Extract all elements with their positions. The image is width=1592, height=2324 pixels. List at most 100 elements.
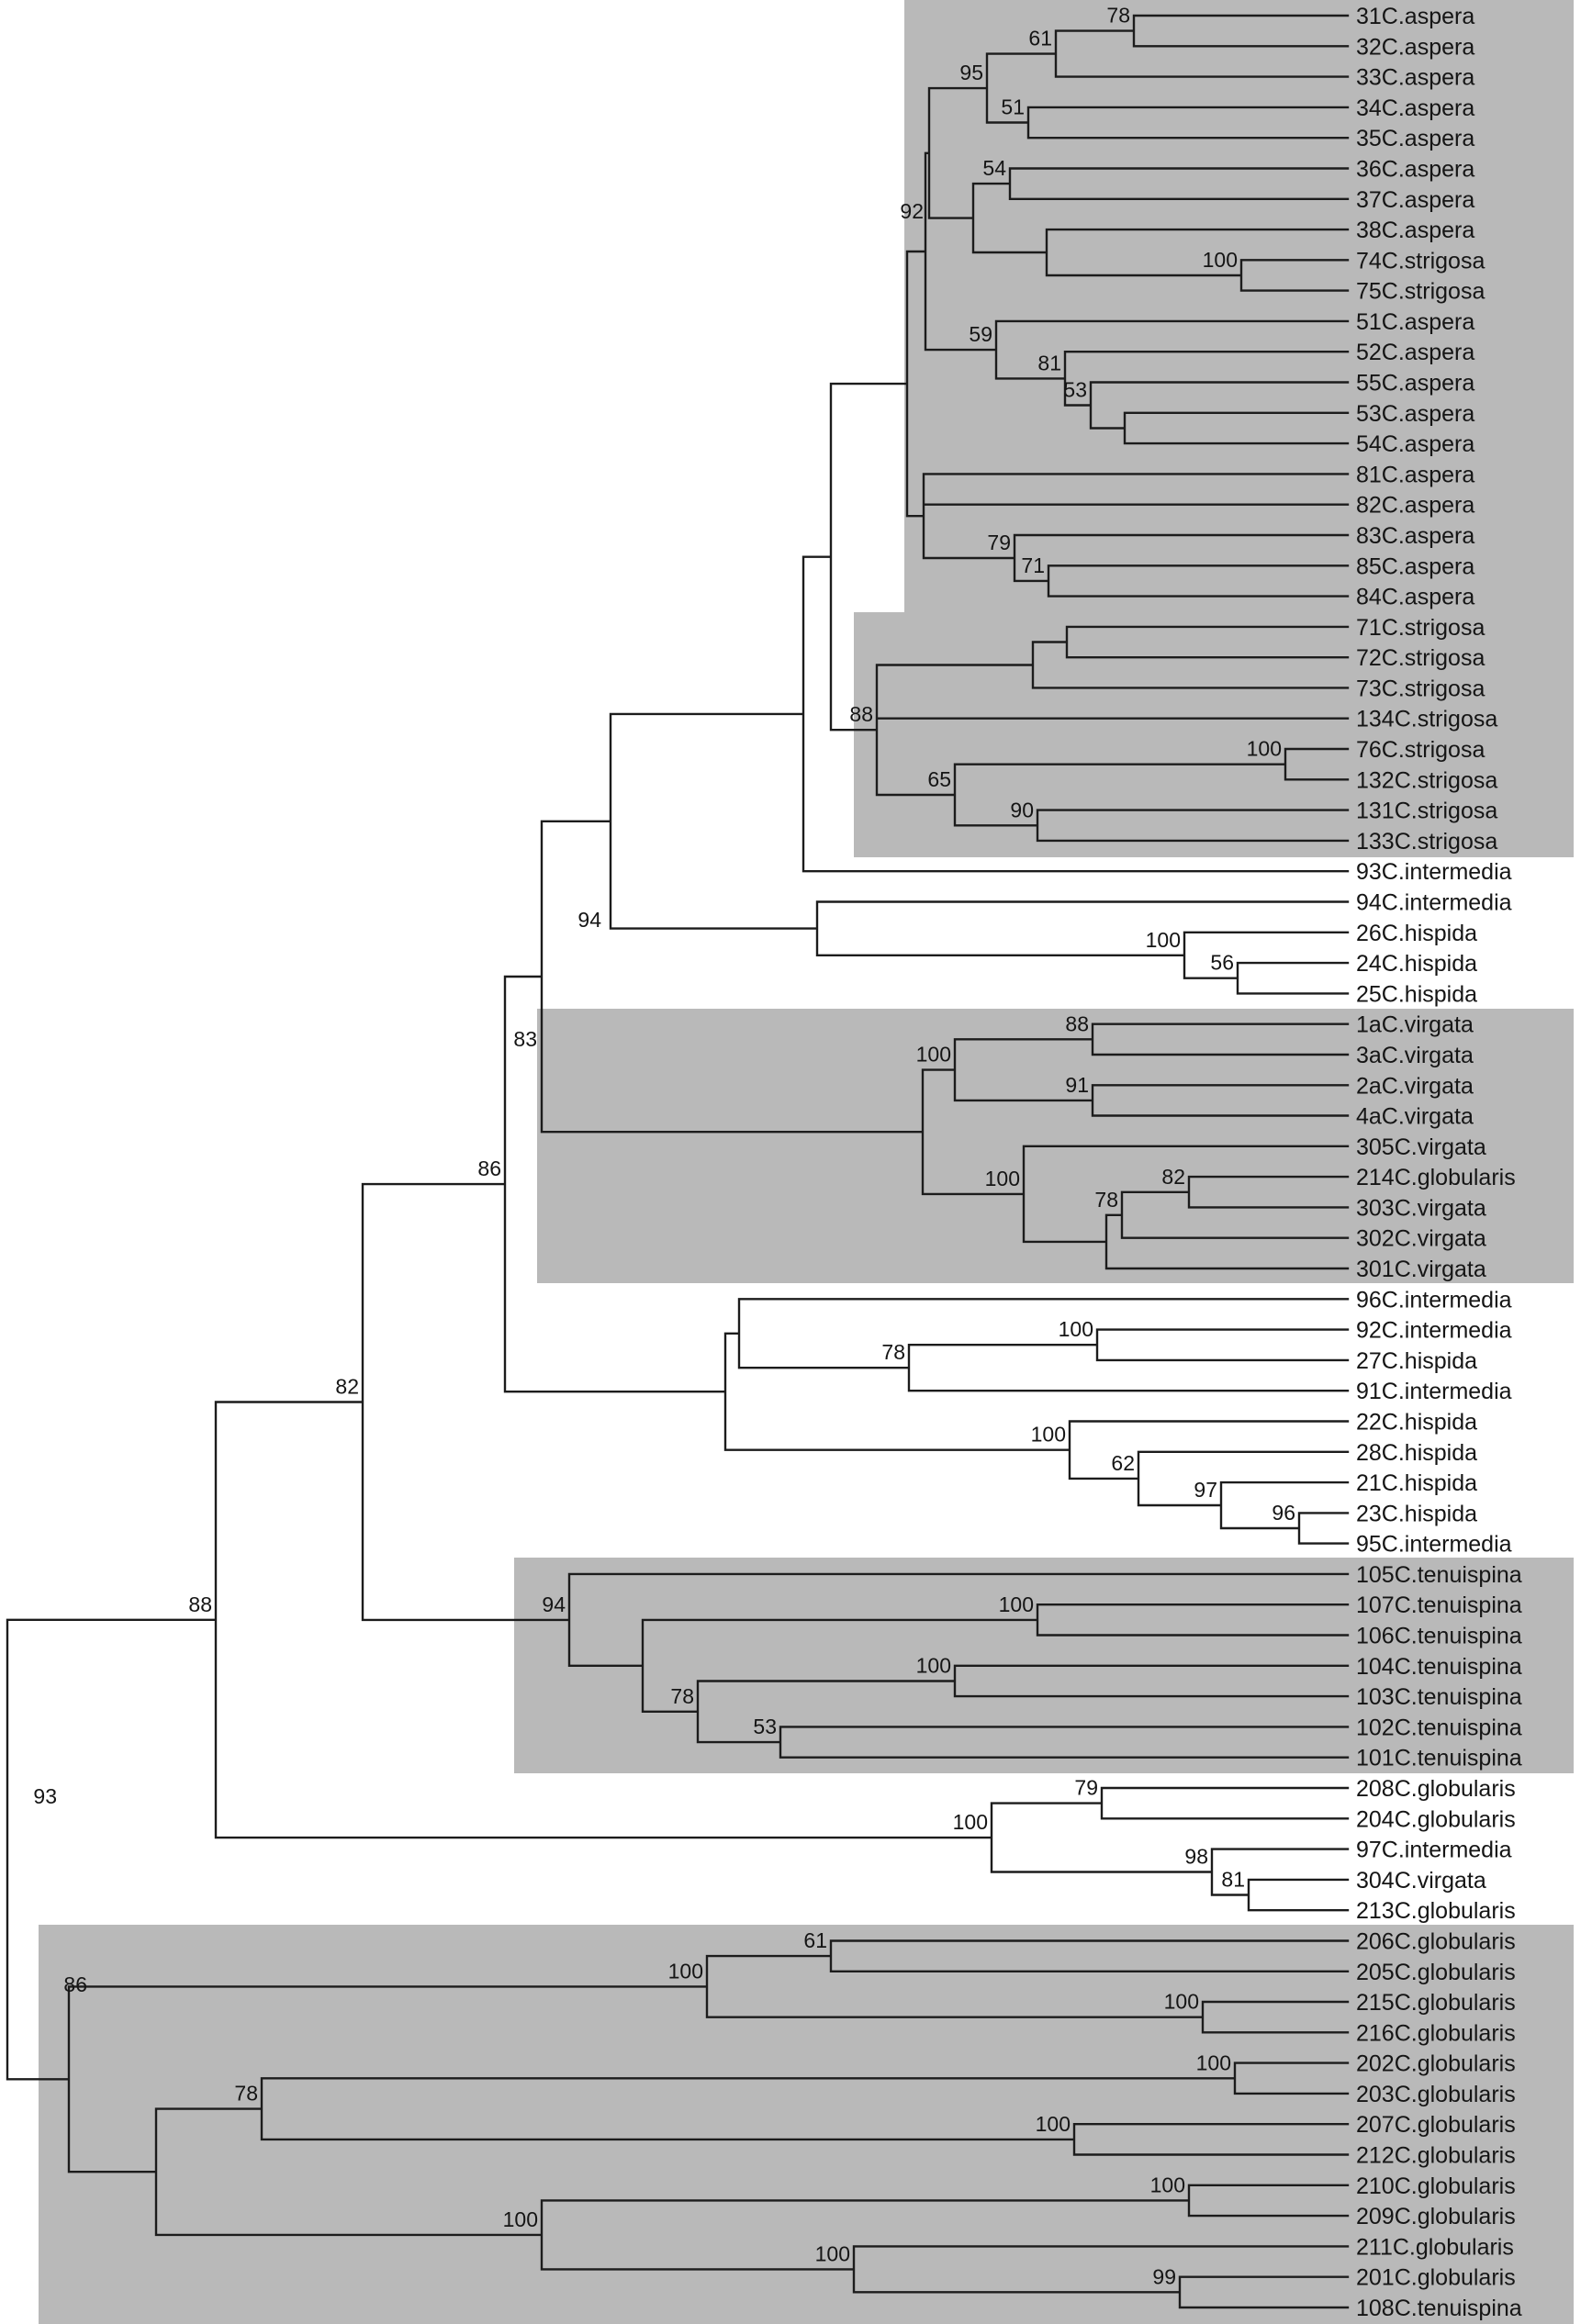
taxon-label: 31C.aspera — [1356, 4, 1474, 29]
bootstrap-value: 54 — [982, 156, 1006, 180]
taxon-label: 95C.intermedia — [1356, 1532, 1512, 1558]
taxon-label: 4aC.virgata — [1356, 1104, 1474, 1130]
taxon-label: 134C.strigosa — [1356, 707, 1497, 732]
bootstrap-value: 61 — [803, 1928, 827, 1952]
bootstrap-value: 100 — [1196, 2050, 1231, 2074]
taxon-label: 2aC.virgata — [1356, 1073, 1474, 1099]
bootstrap-value: 94 — [577, 908, 601, 932]
bootstrap-value: 88 — [1065, 1011, 1089, 1035]
bootstrap-value: 94 — [542, 1592, 566, 1616]
taxon-label: 71C.strigosa — [1356, 615, 1485, 641]
taxon-label: 209C.globularis — [1356, 2204, 1516, 2229]
taxon-label: 34C.aspera — [1356, 95, 1474, 121]
taxon-label: 215C.globularis — [1356, 1990, 1516, 2016]
bootstrap-value: 62 — [1111, 1451, 1135, 1475]
taxon-label: 83C.aspera — [1356, 523, 1474, 549]
taxon-label: 26C.hispida — [1356, 921, 1477, 946]
taxon-label: 33C.aspera — [1356, 65, 1474, 91]
bootstrap-value: 96 — [1272, 1501, 1295, 1525]
taxon-label: 35C.aspera — [1356, 126, 1474, 151]
taxon-label: 51C.aspera — [1356, 309, 1474, 335]
taxon-label: 32C.aspera — [1356, 34, 1474, 60]
bootstrap-value: 100 — [985, 1167, 1020, 1190]
taxon-label: 97C.intermedia — [1356, 1838, 1512, 1863]
taxon-label: 304C.virgata — [1356, 1868, 1486, 1894]
bootstrap-value: 97 — [1194, 1478, 1217, 1502]
taxon-label: 54C.aspera — [1356, 431, 1474, 457]
bootstrap-value: 53 — [1063, 377, 1087, 401]
taxon-label: 27C.hispida — [1356, 1348, 1477, 1374]
taxon-label: 76C.strigosa — [1356, 737, 1485, 763]
taxon-label: 201C.globularis — [1356, 2265, 1516, 2291]
bootstrap-value: 100 — [916, 1653, 951, 1677]
bootstrap-value: 100 — [916, 1043, 951, 1067]
taxon-label: 106C.tenuispina — [1356, 1624, 1522, 1649]
bootstrap-value: 100 — [1059, 1317, 1093, 1341]
taxon-label: 105C.tenuispina — [1356, 1562, 1522, 1588]
taxon-label: 301C.virgata — [1356, 1257, 1486, 1282]
taxon-label: 94C.intermedia — [1356, 889, 1512, 915]
taxon-label: 214C.globularis — [1356, 1165, 1516, 1190]
bootstrap-value: 61 — [1028, 27, 1052, 50]
clade-highlight-box-strigosa-clade — [854, 612, 1574, 857]
taxon-label: 91C.intermedia — [1356, 1379, 1512, 1404]
bootstrap-value: 82 — [1161, 1165, 1185, 1189]
taxon-label: 206C.globularis — [1356, 1928, 1516, 1954]
bootstrap-value: 65 — [927, 767, 951, 791]
bootstrap-value: 79 — [987, 531, 1011, 554]
taxon-label: 73C.strigosa — [1356, 676, 1485, 701]
taxon-label: 85C.aspera — [1356, 553, 1474, 579]
bootstrap-value: 79 — [1074, 1776, 1098, 1800]
taxon-label: 211C.globularis — [1356, 2234, 1514, 2260]
bootstrap-value: 78 — [234, 2082, 258, 2106]
bootstrap-value: 92 — [900, 199, 924, 223]
bootstrap-value: 100 — [503, 2207, 538, 2231]
bootstrap-value: 81 — [1037, 351, 1061, 374]
bootstrap-value: 100 — [1031, 1423, 1066, 1447]
taxon-label: 36C.aspera — [1356, 156, 1474, 182]
taxon-label: 132C.strigosa — [1356, 767, 1497, 793]
taxon-label: 24C.hispida — [1356, 951, 1477, 977]
taxon-label: 102C.tenuispina — [1356, 1715, 1522, 1740]
bootstrap-value: 100 — [1150, 2173, 1185, 2196]
taxon-label: 38C.aspera — [1356, 218, 1474, 243]
bootstrap-value: 100 — [999, 1592, 1034, 1616]
taxon-label: 305C.virgata — [1356, 1134, 1486, 1160]
bootstrap-value: 93 — [33, 1784, 57, 1808]
bootstrap-value: 53 — [753, 1715, 777, 1738]
taxon-label: 212C.globularis — [1356, 2143, 1516, 2169]
taxon-label: 93C.intermedia — [1356, 859, 1512, 885]
clade-highlight-box-aspera-clade — [904, 0, 1574, 612]
bootstrap-value: 100 — [668, 1959, 703, 1983]
bootstrap-value: 81 — [1221, 1868, 1245, 1892]
taxon-label: 213C.globularis — [1356, 1898, 1516, 1924]
taxon-label: 25C.hispida — [1356, 981, 1477, 1007]
taxon-label: 55C.aspera — [1356, 371, 1474, 397]
taxon-label: 108C.tenuispina — [1356, 2296, 1522, 2321]
bootstrap-value: 78 — [881, 1340, 905, 1364]
taxon-label: 53C.aspera — [1356, 401, 1474, 427]
bootstrap-value: 78 — [1106, 4, 1130, 28]
bootstrap-value: 71 — [1021, 553, 1045, 577]
taxon-label: 23C.hispida — [1356, 1501, 1477, 1526]
taxon-label: 3aC.virgata — [1356, 1043, 1474, 1068]
bootstrap-value: 100 — [1146, 928, 1181, 952]
taxon-label: 22C.hispida — [1356, 1409, 1477, 1435]
taxon-label: 202C.globularis — [1356, 2051, 1516, 2077]
taxon-label: 92C.intermedia — [1356, 1318, 1512, 1344]
taxon-label: 210C.globularis — [1356, 2173, 1516, 2199]
bootstrap-value: 88 — [188, 1592, 212, 1616]
taxon-label: 103C.tenuispina — [1356, 1684, 1522, 1710]
taxon-label: 302C.virgata — [1356, 1226, 1486, 1252]
taxon-label: 107C.tenuispina — [1356, 1592, 1522, 1618]
taxon-label: 205C.globularis — [1356, 1960, 1516, 1985]
bootstrap-value: 99 — [1152, 2264, 1176, 2288]
bootstrap-value: 90 — [1010, 798, 1034, 821]
bootstrap-value: 91 — [1065, 1073, 1089, 1097]
taxon-label: 81C.aspera — [1356, 462, 1474, 487]
taxon-label: 96C.intermedia — [1356, 1287, 1512, 1313]
bootstrap-value: 51 — [1001, 95, 1025, 119]
taxon-label: 1aC.virgata — [1356, 1012, 1474, 1038]
